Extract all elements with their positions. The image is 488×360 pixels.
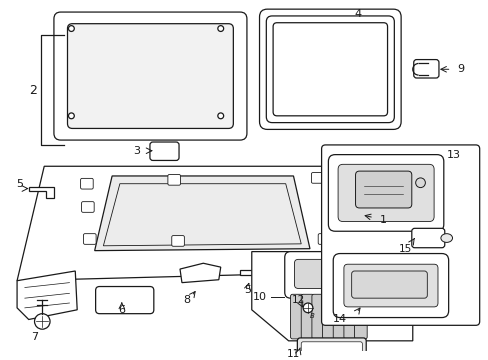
Circle shape (217, 113, 223, 119)
FancyBboxPatch shape (259, 9, 400, 129)
Text: 10: 10 (252, 292, 266, 302)
Polygon shape (95, 176, 309, 251)
Circle shape (35, 314, 50, 329)
FancyBboxPatch shape (322, 294, 334, 339)
Text: 14: 14 (332, 314, 346, 324)
FancyBboxPatch shape (284, 252, 381, 298)
Polygon shape (29, 186, 54, 198)
FancyBboxPatch shape (297, 338, 366, 357)
Polygon shape (240, 270, 265, 282)
FancyBboxPatch shape (67, 24, 233, 129)
FancyBboxPatch shape (332, 294, 345, 339)
FancyBboxPatch shape (354, 294, 366, 339)
Text: B: B (309, 312, 314, 319)
FancyBboxPatch shape (311, 294, 324, 339)
FancyBboxPatch shape (337, 172, 349, 183)
Circle shape (217, 26, 223, 31)
FancyBboxPatch shape (413, 59, 438, 78)
FancyBboxPatch shape (311, 172, 324, 183)
FancyBboxPatch shape (332, 253, 447, 318)
FancyBboxPatch shape (337, 164, 433, 221)
FancyBboxPatch shape (150, 142, 179, 161)
Ellipse shape (440, 234, 451, 242)
FancyBboxPatch shape (301, 294, 313, 339)
Circle shape (355, 270, 365, 280)
Text: 5: 5 (17, 179, 23, 189)
Text: 1: 1 (379, 215, 386, 225)
FancyBboxPatch shape (83, 234, 96, 244)
Text: 3: 3 (133, 146, 140, 156)
Text: 7: 7 (31, 332, 38, 342)
Polygon shape (17, 271, 77, 319)
Circle shape (68, 26, 74, 31)
FancyBboxPatch shape (343, 264, 437, 307)
Text: 11: 11 (286, 350, 300, 359)
Text: 13: 13 (446, 150, 460, 159)
FancyBboxPatch shape (328, 155, 443, 231)
FancyBboxPatch shape (96, 287, 154, 314)
Text: 2: 2 (29, 84, 37, 97)
FancyBboxPatch shape (54, 12, 246, 140)
FancyBboxPatch shape (167, 175, 180, 185)
Circle shape (303, 303, 312, 313)
Polygon shape (17, 166, 389, 281)
Circle shape (352, 267, 367, 283)
FancyBboxPatch shape (411, 228, 444, 248)
Circle shape (68, 113, 74, 119)
Polygon shape (251, 252, 412, 341)
Text: 5: 5 (244, 285, 251, 296)
FancyBboxPatch shape (81, 202, 94, 212)
Text: 8: 8 (183, 295, 190, 305)
Circle shape (415, 178, 425, 188)
FancyBboxPatch shape (81, 179, 93, 189)
FancyBboxPatch shape (301, 342, 362, 354)
FancyBboxPatch shape (273, 23, 387, 116)
FancyBboxPatch shape (266, 16, 393, 123)
FancyBboxPatch shape (321, 145, 479, 325)
FancyBboxPatch shape (171, 235, 184, 246)
FancyBboxPatch shape (290, 294, 303, 339)
FancyBboxPatch shape (318, 234, 330, 244)
FancyBboxPatch shape (294, 259, 358, 288)
FancyBboxPatch shape (355, 171, 411, 208)
Text: 12: 12 (291, 295, 305, 305)
Polygon shape (180, 263, 220, 283)
FancyBboxPatch shape (351, 271, 427, 298)
Text: 9: 9 (457, 64, 464, 74)
Text: 4: 4 (354, 9, 361, 19)
FancyBboxPatch shape (343, 294, 356, 339)
Text: 6: 6 (118, 305, 125, 315)
Text: 15: 15 (398, 244, 411, 254)
